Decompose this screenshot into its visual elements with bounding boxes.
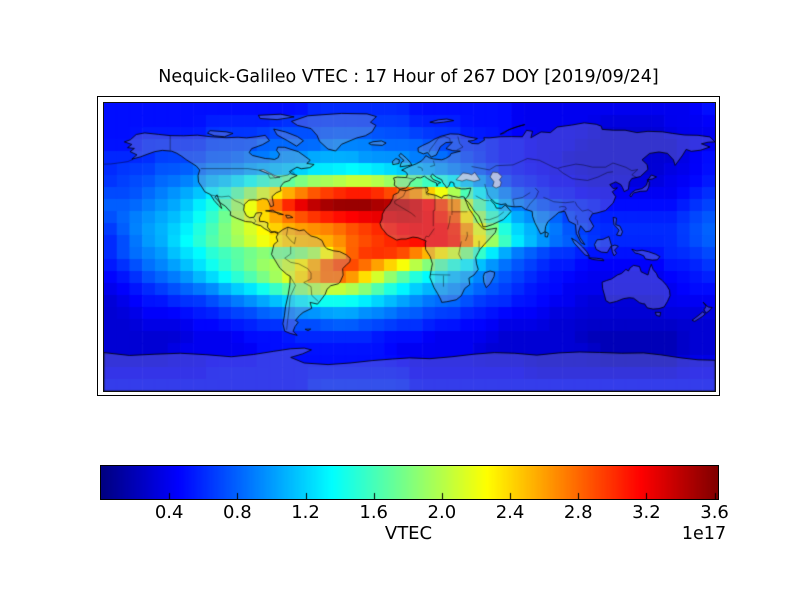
colorbar-tick-label: 1.6	[359, 502, 389, 523]
vtec-world-map	[103, 102, 716, 392]
colorbar-gradient	[100, 465, 719, 500]
colorbar-tick-label: 3.2	[632, 502, 661, 523]
colorbar-tick-label: 0.4	[154, 502, 184, 523]
colorbar-tick-label: 3.6	[700, 502, 729, 523]
colorbar-offset-text: 1e17	[681, 524, 727, 544]
colorbar-tick-label: 2.4	[495, 502, 525, 523]
colorbar-tick-label: 2.8	[563, 502, 593, 523]
colorbar-tick-label: 2.0	[427, 502, 457, 523]
colorbar-tick-labels: 0.4 0.8 1.2 1.6 2.0 2.4 2.8 3.2 3.6	[101, 502, 729, 526]
colorbar-axis-label: VTEC	[384, 523, 433, 544]
figure-title: Nequick-Galileo VTEC : 17 Hour of 267 DO…	[158, 67, 659, 87]
colorbar-tick-label: 1.2	[291, 502, 320, 523]
colorbar-tick-label: 0.8	[223, 502, 252, 523]
